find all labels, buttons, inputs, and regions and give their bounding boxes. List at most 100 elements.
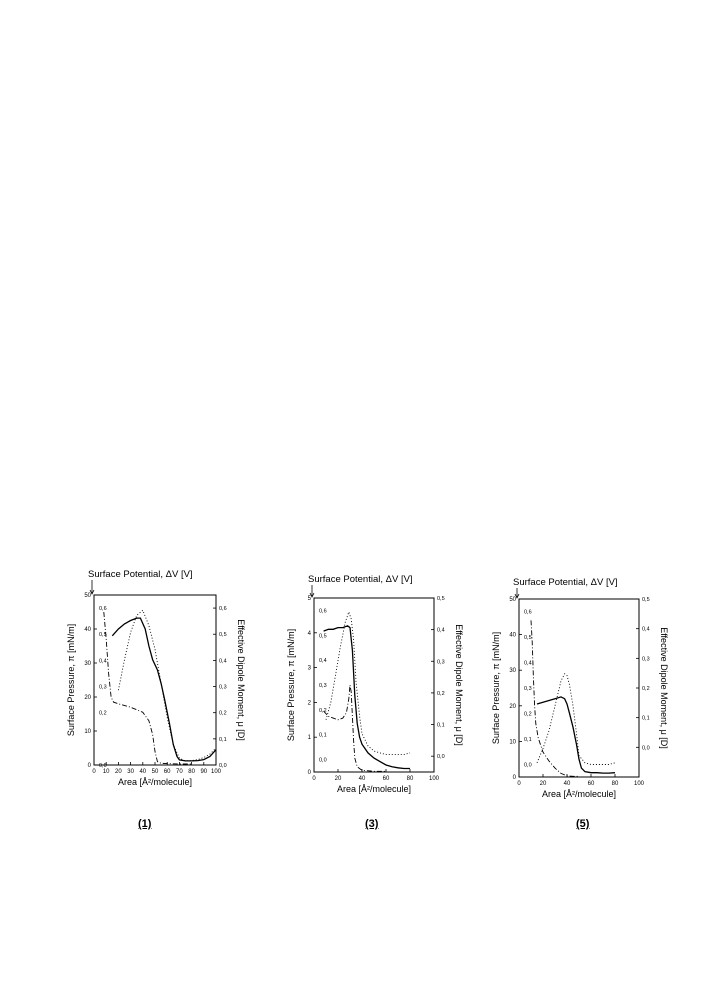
top-axis-label: Surface Potential, ΔV [V]: [88, 569, 193, 580]
y2-tick-label: 0,0: [437, 754, 445, 760]
potential-tick-label: 0,2: [319, 708, 327, 714]
potential-tick-label: 0,1: [319, 733, 327, 739]
x-tick-label: 80: [407, 776, 414, 782]
y2-tick-label: 0,2: [219, 711, 227, 717]
series-solid-line: [111, 617, 217, 762]
top-axis-label: Surface Potential, ΔV [V]: [308, 574, 413, 585]
potential-tick-label: 0,2: [524, 711, 532, 717]
x-tick-label: 100: [429, 776, 440, 782]
chart-panel-1: Surface Potential, ΔV [V] 0 10 20 30 40 50 60 70…: [60, 565, 250, 810]
y2-axis-label: Effective Dipole Moment, μ [D]: [659, 627, 669, 749]
x-tick-label: 20: [115, 769, 122, 775]
y-tick-label: 20: [509, 704, 516, 710]
chart-3-caption: (3): [365, 818, 379, 830]
potential-tick-label: 0,4: [524, 661, 532, 667]
potential-tick-label: 0,4: [319, 658, 327, 664]
y2-tick-label: 0,4: [219, 658, 227, 664]
y-tick-label: 1: [308, 735, 312, 741]
series-dashdot-line: [530, 620, 579, 777]
x-tick-label: 20: [540, 781, 547, 787]
chart-5-svg: Surface Potential, ΔV [V] 0 20 40 60 80 100 0 10…: [491, 577, 669, 799]
x-tick-label: 20: [335, 776, 342, 782]
x-tick-label: 70: [176, 769, 183, 775]
x-tick-label: 40: [359, 776, 366, 782]
y2-tick-label: 0,2: [642, 686, 650, 692]
y-tick-label: 50: [509, 597, 516, 603]
x-tick-label: 80: [612, 781, 619, 787]
y-tick-label: 5: [308, 596, 312, 602]
potential-tick-label: 0,4: [99, 658, 107, 664]
potential-tick-label: 0,0: [524, 762, 532, 768]
potential-tick-label: 0,2: [99, 711, 107, 717]
potential-tick-label: 0,6: [319, 608, 327, 614]
y2-tick-label: 0,0: [219, 763, 227, 769]
y2-axis-label: Effective Dipole Moment, μ [D]: [454, 624, 464, 746]
x-tick-label: 60: [164, 769, 171, 775]
y-tick-label: 3: [308, 666, 312, 672]
chart-1-svg: Surface Potential, ΔV [V] 0 10 20 30 40 50 60 70…: [66, 569, 246, 787]
y-tick-label: 30: [509, 668, 516, 674]
y2-tick-label: 0,3: [642, 656, 650, 662]
y-tick-label: 20: [84, 695, 91, 701]
y2-tick-label: 0,1: [437, 723, 445, 729]
plot-frame: [313, 597, 435, 773]
potential-tick-label: 0,5: [319, 633, 327, 639]
y-axis-label: Surface Pressure, π [mN/m]: [491, 632, 501, 744]
y-tick-label: 4: [308, 631, 312, 637]
potential-tick-label: 0,0: [99, 763, 107, 769]
series-dashdot-line: [323, 684, 386, 772]
x-tick-label: 40: [564, 781, 571, 787]
x-tick-label: 0: [312, 776, 316, 782]
potential-tick-label: 0,3: [319, 683, 327, 689]
x-tick-label: 50: [152, 769, 159, 775]
x-tick-label: 0: [517, 781, 521, 787]
potential-tick-label: 0,5: [524, 635, 532, 641]
x-axis-label: Area [Å²/molecule]: [337, 784, 411, 794]
y2-tick-label: 0,4: [437, 628, 445, 634]
y2-tick-label: 0,4: [642, 627, 650, 633]
series-solid-line: [323, 625, 410, 770]
series-dashdot-line: [103, 611, 192, 765]
x-tick-label: 40: [139, 769, 146, 775]
y-tick-label: 40: [84, 627, 91, 633]
series-dotted-line: [536, 673, 616, 765]
chart-1-caption: (1): [138, 818, 152, 830]
y-tick-label: 0: [308, 770, 312, 776]
x-tick-label: 80: [188, 769, 195, 775]
y-tick-label: 10: [84, 729, 91, 735]
x-tick-label: 100: [634, 781, 645, 787]
potential-tick-label: 0,0: [319, 758, 327, 764]
potential-tick-label: 0,3: [99, 685, 107, 691]
y-tick-label: 0: [88, 763, 92, 769]
potential-tick-label: 0,1: [524, 737, 532, 743]
chart-5-caption: (5): [576, 818, 590, 830]
y2-tick-label: 0,2: [437, 691, 445, 697]
x-tick-label: 60: [383, 776, 390, 782]
chart-panel-3: Surface Potential, ΔV [V] 0 20 40 60 80 100 0 1 2…: [280, 570, 470, 815]
y2-tick-label: 0,0: [642, 745, 650, 751]
potential-tick-label: 0,5: [99, 632, 107, 638]
y-tick-label: 40: [509, 633, 516, 639]
potential-tick-label: 0,6: [524, 610, 532, 616]
y-tick-label: 0: [513, 775, 517, 781]
series-dotted-line: [325, 610, 411, 756]
y2-axis-label: Effective Dipole Moment, μ [D]: [236, 619, 246, 741]
potential-tick-label: 0,3: [524, 686, 532, 692]
x-tick-label: 60: [588, 781, 595, 787]
top-axis-label: Surface Potential, ΔV [V]: [513, 577, 618, 588]
x-axis-label: Area [Å²/molecule]: [542, 789, 616, 799]
x-tick-label: 0: [92, 769, 96, 775]
y-axis-label: Surface Pressure, π [mN/m]: [66, 624, 76, 736]
plot-frame: [93, 594, 217, 766]
potential-tick-label: 0,6: [99, 606, 107, 612]
x-axis-label: Area [Å²/molecule]: [118, 777, 192, 787]
y-axis-label: Surface Pressure, π [mN/m]: [286, 629, 296, 741]
top-label-arrowhead: [514, 593, 520, 599]
plot-frame: [518, 598, 640, 778]
chart-3-svg: Surface Potential, ΔV [V] 0 20 40 60 80 100 0 1 2…: [286, 574, 464, 794]
y-tick-label: 2: [308, 700, 312, 706]
top-label-arrowhead: [89, 589, 95, 595]
y2-tick-label: 0,5: [437, 596, 445, 602]
y2-tick-label: 0,1: [219, 737, 227, 743]
series-solid-line: [536, 696, 616, 774]
